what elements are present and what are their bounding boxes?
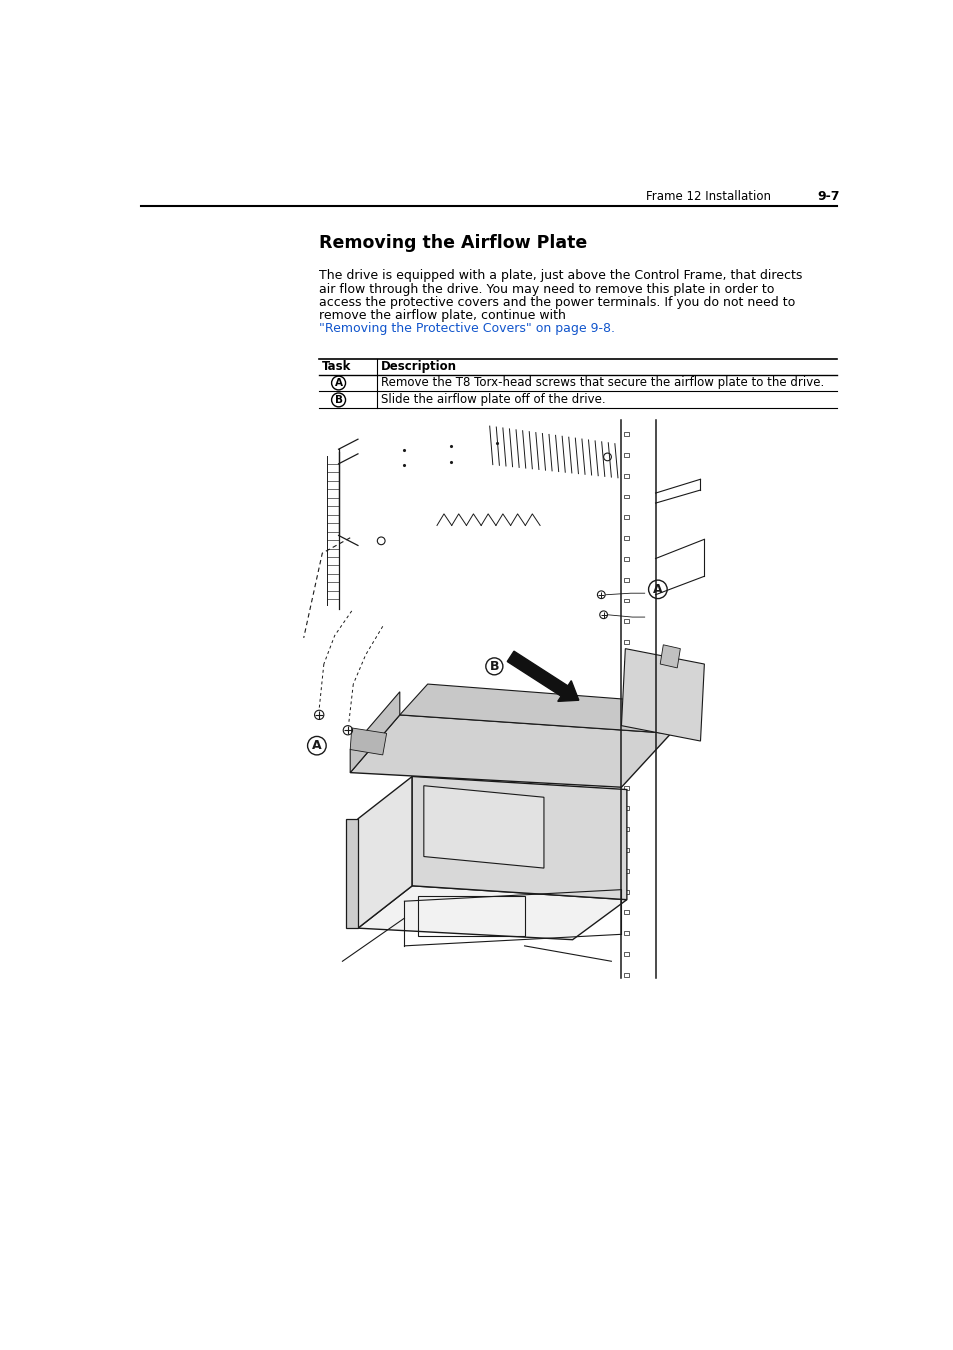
Bar (623, 682, 629, 686)
Text: A: A (653, 583, 662, 595)
Polygon shape (620, 648, 703, 741)
Bar (623, 558, 629, 560)
Bar (623, 765, 629, 768)
Bar (623, 598, 629, 602)
Bar (623, 536, 629, 540)
Bar (623, 516, 629, 520)
Polygon shape (399, 684, 699, 733)
Polygon shape (357, 886, 626, 940)
Circle shape (485, 657, 502, 675)
Text: B: B (335, 396, 342, 405)
Text: The drive is equipped with a plate, just above the Control Frame, that directs: The drive is equipped with a plate, just… (319, 270, 801, 282)
Text: Removing the Airflow Plate: Removing the Airflow Plate (319, 234, 587, 252)
Bar (623, 640, 629, 644)
Bar (623, 578, 629, 582)
Polygon shape (346, 819, 357, 929)
Polygon shape (350, 716, 670, 787)
Bar (623, 454, 629, 456)
Bar (623, 952, 629, 956)
Bar (623, 786, 629, 790)
Bar (623, 973, 629, 976)
Text: "Removing the Protective Covers" on page 9-8.: "Removing the Protective Covers" on page… (319, 321, 615, 335)
Polygon shape (659, 645, 679, 668)
Text: Task: Task (322, 360, 352, 374)
Bar (623, 724, 629, 728)
Text: air flow through the drive. You may need to remove this plate in order to: air flow through the drive. You may need… (319, 282, 774, 296)
Text: Frame 12 Installation: Frame 12 Installation (645, 190, 770, 202)
Circle shape (307, 736, 326, 755)
Circle shape (648, 580, 666, 598)
Text: B: B (489, 660, 498, 672)
FancyArrow shape (507, 651, 578, 702)
Bar (623, 806, 629, 810)
Text: access the protective covers and the power terminals. If you do not need to: access the protective covers and the pow… (319, 296, 795, 309)
Text: A: A (335, 378, 342, 387)
Polygon shape (350, 728, 386, 755)
Bar (623, 890, 629, 894)
Text: Remove the T8 Torx-head screws that secure the airflow plate to the drive.: Remove the T8 Torx-head screws that secu… (381, 377, 823, 390)
Bar (623, 869, 629, 872)
Bar (623, 828, 629, 832)
Bar (623, 910, 629, 914)
Text: Description: Description (381, 360, 456, 374)
Bar (623, 702, 629, 706)
Bar (623, 474, 629, 478)
Text: Slide the airflow plate off of the drive.: Slide the airflow plate off of the drive… (381, 393, 605, 406)
Bar (623, 662, 629, 664)
Polygon shape (661, 688, 681, 709)
Bar (623, 744, 629, 748)
Text: 9-7: 9-7 (817, 190, 840, 202)
Text: remove the airflow plate, continue with: remove the airflow plate, continue with (319, 309, 570, 321)
Bar (623, 494, 629, 498)
Polygon shape (350, 691, 399, 772)
Polygon shape (423, 786, 543, 868)
Bar (623, 848, 629, 852)
Polygon shape (357, 776, 412, 929)
Polygon shape (412, 776, 626, 899)
Bar (623, 432, 629, 436)
Bar (623, 931, 629, 936)
Bar (623, 620, 629, 624)
Text: A: A (312, 740, 321, 752)
